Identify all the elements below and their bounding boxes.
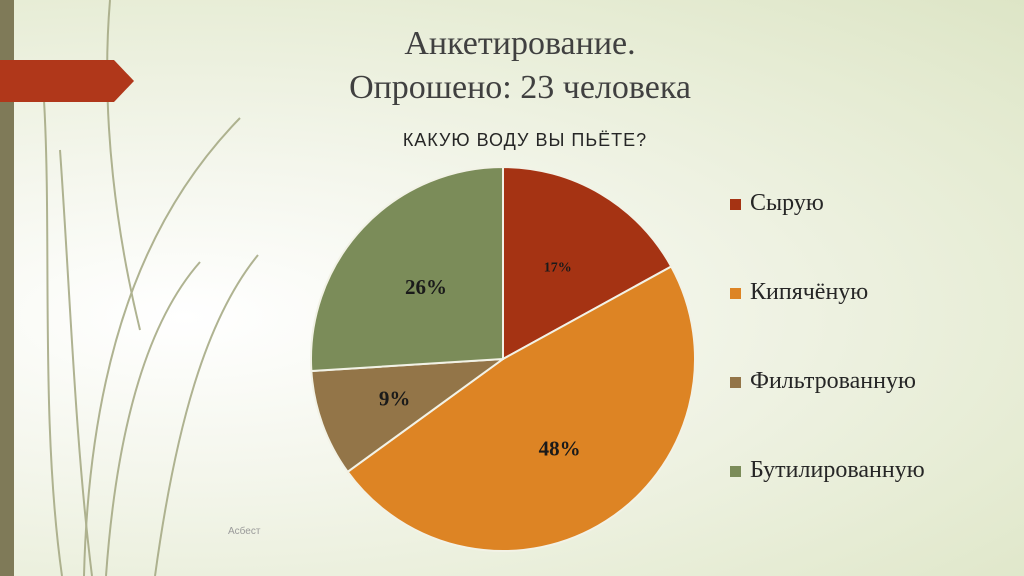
slide-title: Анкетирование. Опрошено: 23 человека xyxy=(300,22,740,110)
legend-label: Фильтрованную xyxy=(750,368,916,394)
slide-title-line-2: Опрошено: 23 человека xyxy=(349,69,691,106)
decorative-grass-lines xyxy=(43,0,259,576)
legend-label: Кипячёную xyxy=(750,279,869,305)
watermark-text: Асбест xyxy=(228,526,261,537)
left-accent-stripe xyxy=(0,0,14,576)
slide-title-line-1: Анкетирование. xyxy=(404,25,636,62)
legend-label: Бутилированную xyxy=(750,457,925,483)
pie-label-raw: 17% xyxy=(544,260,572,275)
legend-label: Сырую xyxy=(750,190,824,216)
legend-swatch xyxy=(730,466,741,477)
pie-slice-filtered xyxy=(310,357,507,474)
pie-slice-bottled xyxy=(310,165,504,373)
pie-slice-raw xyxy=(502,165,673,361)
legend-swatch xyxy=(730,377,741,388)
pie-slice-boiled xyxy=(346,265,696,552)
legend-swatch xyxy=(730,199,741,210)
pie-label-bottled: 26% xyxy=(405,275,447,299)
legend-swatch xyxy=(730,288,741,299)
pie-label-boiled: 48% xyxy=(539,437,581,461)
chart-title: КАКУЮ ВОДУ ВЫ ПЬЁТЕ? xyxy=(402,130,648,150)
pie-label-filtered: 9% xyxy=(379,386,411,410)
slide-header-tab xyxy=(0,60,134,102)
